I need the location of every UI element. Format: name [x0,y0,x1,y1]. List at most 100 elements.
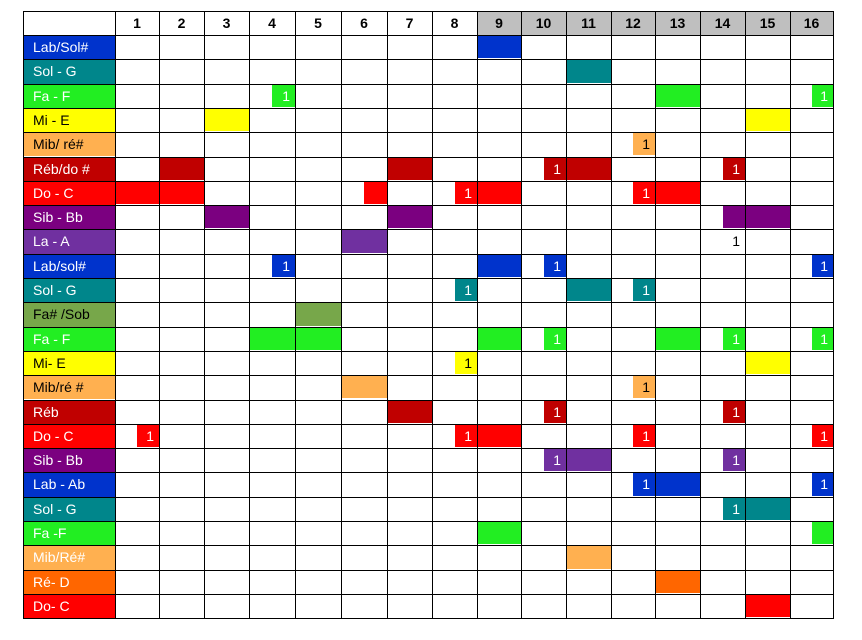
row-label: Lab/Sol# [23,35,115,60]
note-block: 1 [811,254,833,277]
row-label: Lab - Ab [23,472,115,497]
note-block: 1 [811,424,833,448]
grid-line [23,253,834,255]
note-block [295,303,341,326]
note-block [159,157,204,180]
note-block: 1 [633,181,655,205]
grid-line [23,83,834,85]
column-header: 10 [521,11,566,35]
note-grid: 1 2 3 4 5 6 7 8 9 10 11 12 13 14 15 16 Lab/Sol# Sol - G Fa… [23,11,834,620]
grid-line [23,521,834,522]
column-header: 8 [432,11,477,35]
grid-line [23,618,834,620]
column-header: 1 [115,11,159,35]
grid-line [432,11,433,619]
note-block [477,522,521,545]
grid-line [23,35,834,36]
note-block [655,84,700,107]
note-block: 1 [543,400,566,423]
row-label: Do - C [23,180,115,206]
note-block: 1 [454,279,477,302]
column-header: 14 [700,11,745,35]
note-block [566,279,611,302]
note-block [566,60,611,83]
grid-line [23,448,834,450]
row-label: Mib/ré # [23,375,115,400]
grid-line [23,472,834,474]
note-block [655,473,700,496]
grid-line [115,11,116,619]
note-block: 1 [272,84,295,107]
row-label: Réb [23,399,115,424]
grid-line [23,350,834,352]
note-block [566,449,611,472]
column-header: 15 [745,11,790,35]
note-block: 1 [722,157,745,180]
grid-line [23,11,834,12]
grid-line [23,156,834,158]
column-header: 13 [655,11,700,35]
note-block [387,157,432,180]
row-label: La - A [23,229,115,254]
note-block [477,36,521,59]
note-block [722,206,745,229]
note-block [387,400,432,423]
grid-line [23,59,834,61]
column-header: 2 [159,11,204,35]
note-block [364,181,387,205]
row-label: Lab/sol# [23,253,115,278]
note-block [655,327,700,350]
row-label: Mib/Ré# [23,545,115,570]
row-label: Sol - G [23,278,115,303]
note-block: 1 [732,233,740,250]
note-block: 1 [633,424,655,448]
row-label: Fa - F [23,83,115,108]
grid-line [23,593,834,595]
note-block [341,230,387,253]
grid-line [611,11,612,619]
note-block [745,351,790,375]
grid-line [23,399,834,401]
column-header: 7 [387,11,432,35]
grid-line [249,11,250,619]
note-block [477,254,521,277]
grid-line [477,11,478,619]
note-block: 1 [272,254,295,277]
note-block [477,181,521,205]
note-block [745,594,790,618]
grid-line [23,205,834,207]
grid-line [521,11,522,619]
column-header: 6 [341,11,387,35]
note-block: 1 [137,424,159,448]
grid-line [790,11,791,619]
column-header: 9 [477,11,521,35]
note-block: 1 [811,327,833,350]
grid-line [745,11,746,619]
grid-line [700,11,701,619]
row-label: Fa - F [23,326,115,351]
note-block: 1 [543,157,566,180]
note-block [566,546,611,569]
note-block: 1 [454,351,477,375]
note-block [745,206,790,229]
grid-line [23,375,834,377]
grid-line [23,107,834,109]
grid-line [295,11,296,619]
row-label: Mib/ ré# [23,132,115,157]
row-label: Sol - G [23,496,115,521]
grid-line [23,229,834,231]
column-header: 3 [204,11,249,35]
grid-line [159,11,160,619]
grid-line [23,545,834,547]
note-block: 1 [722,400,745,423]
note-block [477,424,521,448]
grid-line [341,11,342,619]
row-label: Sib - Bb [23,448,115,473]
grid-line [23,569,834,571]
grid-line [23,326,834,328]
column-header: 12 [611,11,655,35]
note-block: 1 [811,84,833,107]
grid-line [23,302,834,304]
note-block [655,181,700,205]
note-block: 1 [543,327,566,350]
